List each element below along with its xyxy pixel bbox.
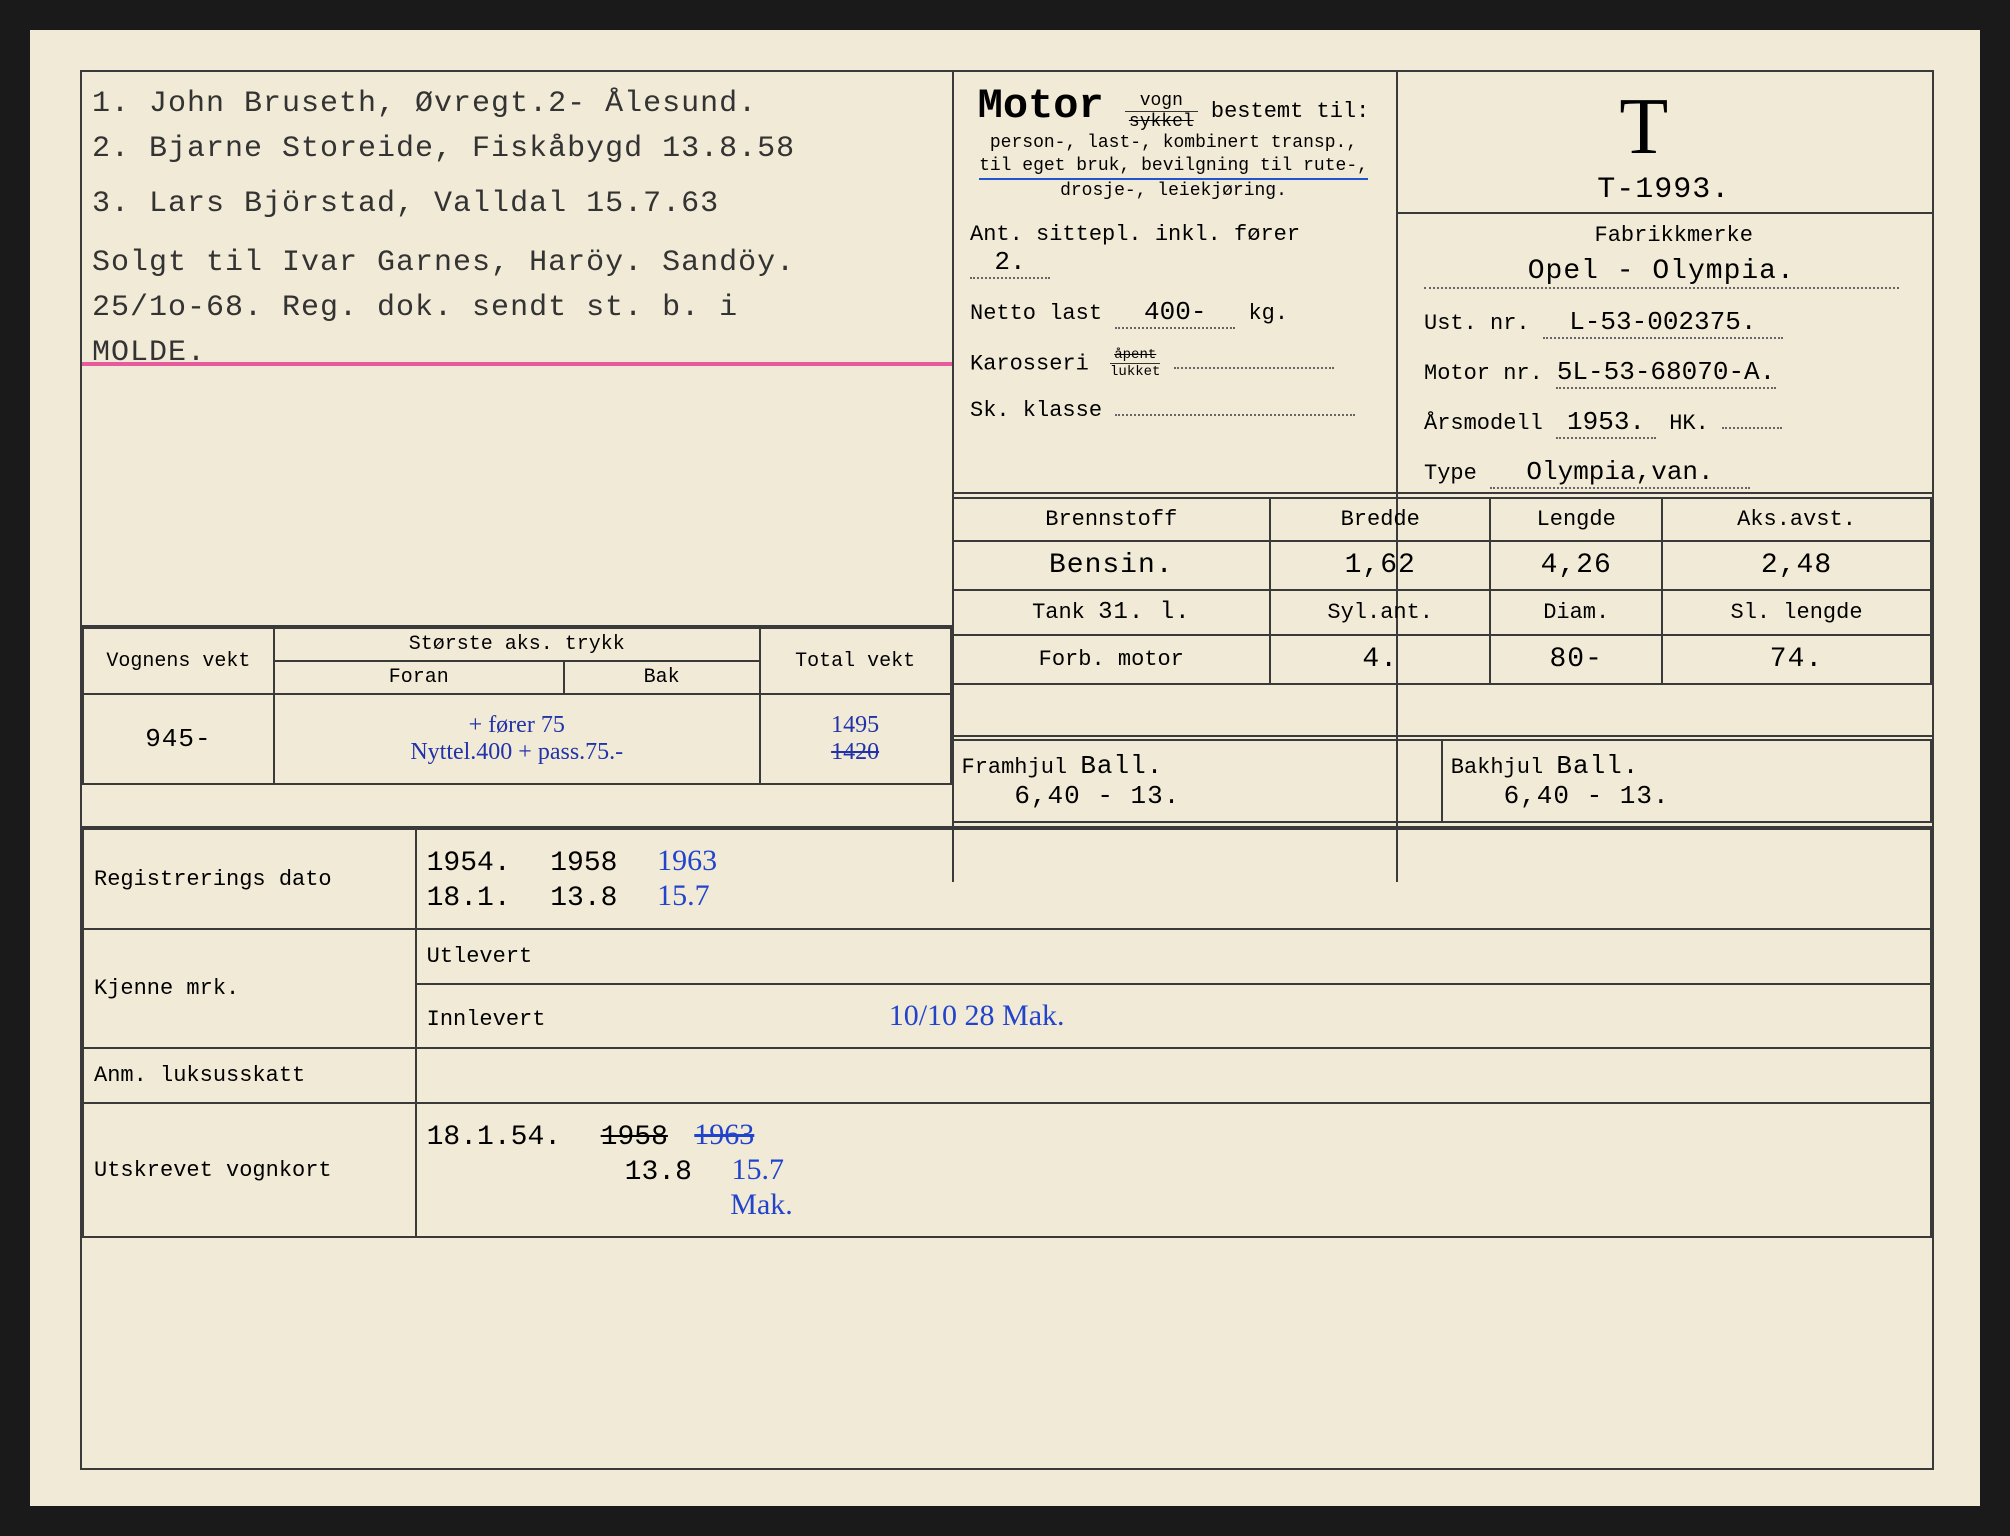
bak-size: 6,40 - 13. [1504,781,1670,811]
owner-2: 2. Bjarne Storeide, Fiskåbygd 13.8.58 [92,127,943,172]
ant-value: 2. [970,247,1050,279]
motor-title: Motor [978,82,1104,130]
netto-value: 400- [1115,297,1235,329]
anm-value [416,1048,1931,1103]
motornr-label: Motor nr. [1424,361,1543,386]
weight-total: 1495 1420 [760,694,951,784]
hk-label: HK. [1669,411,1709,436]
sold-1: Solgt til Ivar Garnes, Haröy. Sandöy. [92,241,943,286]
ust-value: L-53-002375. [1543,307,1783,339]
framhjul-cell: Framhjul Ball. 6,40 - 13. [953,740,1442,822]
kjenne-label: Kjenne mrk. [83,929,416,1048]
type-value: Olympia,van. [1490,457,1750,489]
weight-table: Vognens vekt Største aks. trykk Total ve… [82,627,952,785]
kaross-value [1174,367,1334,369]
frac-vogn: vogn [1125,91,1198,112]
registration-number-box: T T-1993. [1414,82,1914,207]
ars-value: 1953. [1556,407,1656,439]
spec-r3v2: 4. [1270,635,1490,684]
type-label: Type [1424,461,1477,486]
motor-opt1: person-, last-, kombinert transp., [970,132,1377,155]
registration-card: 1. John Bruseth, Øvregt.2- Ålesund. 2. B… [30,30,1980,1506]
weight-v1: 945- [83,694,274,784]
sold-3: MOLDE. [92,331,943,376]
spec-h1: Brennstoff [953,498,1271,541]
netto-label: Netto last [970,301,1102,326]
anm-label: Anm. luksusskatt [83,1048,416,1103]
spec-r2h2: Syl.ant. [1270,590,1490,635]
tot1: 1495 [767,712,944,739]
spec-v3: 4,26 [1490,541,1662,590]
weight-h3: Total vekt [760,628,951,694]
divider-fab [1396,212,1933,214]
utlevert-row: Utlevert [416,929,1931,984]
motor-section: Motor vogn sykkel bestemt til: person-, … [970,82,1377,423]
spec-h3: Lengde [1490,498,1662,541]
spec-r2h3: Diam. [1490,590,1662,635]
fram-val: Ball. [1080,751,1163,781]
motor-fraction: vogn sykkel [1125,91,1198,132]
kaross-top: åpent [1110,347,1160,364]
fram-label: Framhjul [962,755,1068,780]
tot2: 1420 [767,739,944,766]
ant-label: Ant. sittepl. inkl. fører [970,222,1300,247]
fabrikk-header: Fabrikkmerke [1424,223,1924,248]
owners-section: 1. John Bruseth, Øvregt.2- Ålesund. 2. B… [92,82,943,376]
fabrikk-merke: Opel - Olympia. [1424,256,1899,289]
innlevert-row: Innlevert 10/10 28 Mak. [416,984,1931,1048]
weight-sub2: Bak [564,661,760,694]
sold-2: 25/1o-68. Reg. dok. sendt st. b. i [92,286,943,331]
owner-1: 1. John Bruseth, Øvregt.2- Ålesund. [92,82,943,127]
reg-dato-values: 1954. 1958 1963 18.1. 13.8 15.7 [416,829,1931,929]
ars-label: Årsmodell [1424,411,1543,436]
sk-label: Sk. klasse [970,398,1102,423]
spec-v2: 1,62 [1270,541,1490,590]
reg-dato-label: Registrerings dato [83,829,416,929]
wheels-row: Framhjul Ball. 6,40 - 13. Bakhjul Ball. … [952,739,1933,823]
hand2: Nyttel.400 + pass.75.- [281,739,753,766]
motor-options: person-, last-, kombinert transp., til e… [970,132,1377,204]
bak-val: Ball. [1556,751,1639,781]
weight-sub1: Foran [274,661,564,694]
innl-hw: 10/10 28 Mak. [889,999,1065,1032]
bestemt-label: bestemt til: [1211,99,1369,124]
frac-sykkel: sykkel [1125,112,1198,132]
spec-r2h1: Tank 31. l. [953,590,1271,635]
motor-opt3: drosje-, leiekjøring. [970,180,1377,203]
weight-h1: Vognens vekt [83,628,274,694]
spec-r3v3: 80- [1490,635,1662,684]
card-border: 1. John Bruseth, Øvregt.2- Ålesund. 2. B… [80,70,1934,1470]
spec-v1: Bensin. [953,541,1271,590]
kaross-label: Karosseri [970,351,1089,376]
utsk-label: Utskrevet vognkort [83,1103,416,1237]
hk-value [1722,427,1782,429]
bakhjul-cell: Bakhjul Ball. 6,40 - 13. [1442,740,1931,822]
hand1: + fører 75 [281,712,753,739]
reg-number: T-1993. [1414,173,1914,207]
spec-table: Brennstoff Bredde Lengde Aks.avst. Bensi… [952,497,1933,685]
sk-value [1115,414,1355,416]
netto-unit: kg. [1248,301,1288,326]
fram-size: 6,40 - 13. [1014,781,1180,811]
spec-r2h4: Sl. lengde [1662,590,1931,635]
bak-label: Bakhjul [1451,755,1543,780]
spec-h4: Aks.avst. [1662,498,1931,541]
fabrikk-section: Fabrikkmerke Opel - Olympia. Ust. nr. L-… [1414,217,1934,495]
spec-v4: 2,48 [1662,541,1931,590]
motornr-value: 5L-53-68070-A. [1556,357,1776,389]
spec-r3v4: 74. [1662,635,1931,684]
owner-3: 3. Lars Björstad, Valldal 15.7.63 [92,182,943,227]
motor-opt2: til eget bruk, bevilgning til rute-, [979,155,1368,180]
utsk-values: 18.1.54. 1958 1963 13.8 15.7 Mak. [416,1103,1931,1237]
divider-wheel [952,735,1933,737]
kaross-bot: lukket [1110,364,1160,380]
spec-r3h1: Forb. motor [953,635,1271,684]
spec-h2: Bredde [1270,498,1490,541]
ust-label: Ust. nr. [1424,311,1530,336]
big-t: T [1619,82,1668,173]
weight-h2: Største aks. trykk [274,628,760,661]
weight-handwriting: + fører 75 Nyttel.400 + pass.75.- [274,694,760,784]
bottom-section: Registrerings dato 1954. 1958 1963 18.1.… [82,828,1932,1238]
pink-line [82,362,952,366]
